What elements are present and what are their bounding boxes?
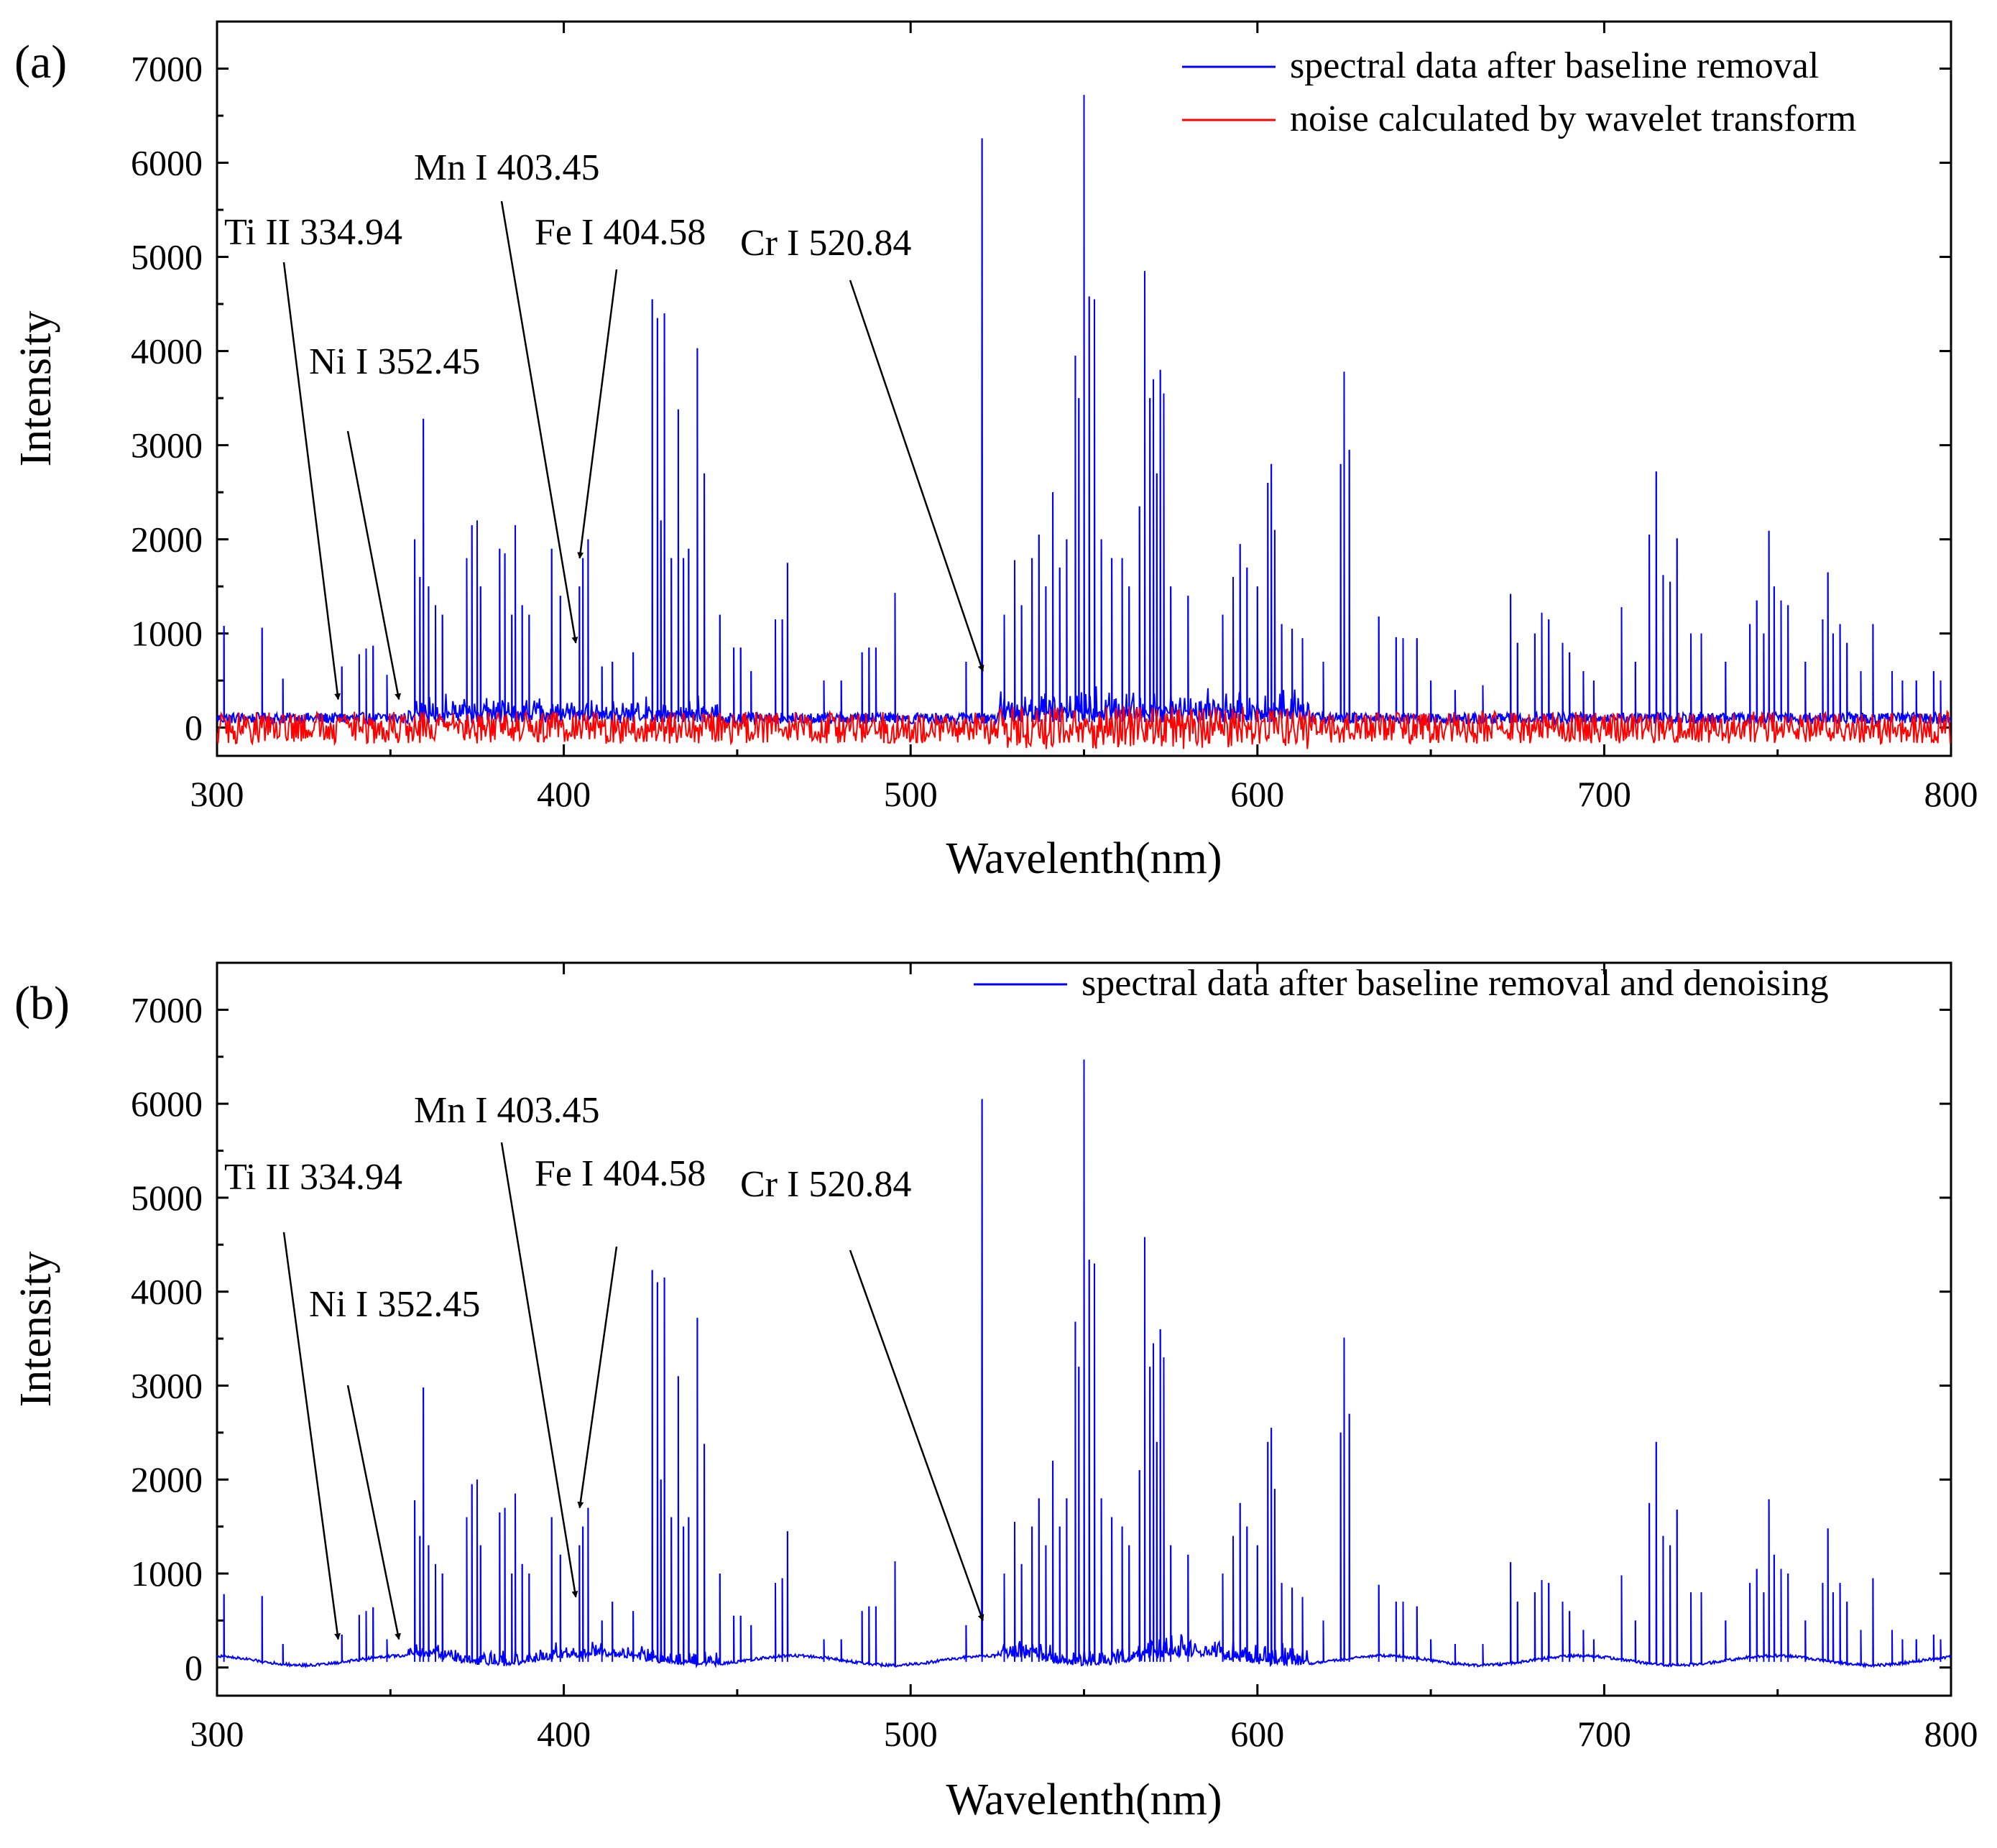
peak-annotation: Fe I 404.58 <box>535 212 706 253</box>
peak-annotation: Cr I 520.84 <box>740 223 911 264</box>
plot-area <box>217 1059 1951 1669</box>
x-tick-label: 500 <box>884 774 938 814</box>
panel-label: (b) <box>14 977 70 1030</box>
y-tick-label: 4000 <box>131 1272 203 1312</box>
peak-annotation: Mn I 403.45 <box>414 147 600 188</box>
y-tick-label: 7000 <box>131 49 203 89</box>
y-tick-label: 0 <box>185 708 203 748</box>
y-tick-label: 4000 <box>131 331 203 371</box>
y-tick-label: 7000 <box>131 989 203 1030</box>
panel-a: 300 400 500 600 700 800 0 1000 2000 3000 4000 5000 6… <box>11 20 1978 883</box>
peak-annotation: Ni I 352.45 <box>309 341 480 382</box>
x-tick-label: 800 <box>1924 774 1978 814</box>
annotation-arrow <box>577 1246 618 1509</box>
annotation-arrow <box>282 262 341 701</box>
x-tick-label: 700 <box>1577 774 1631 814</box>
peak-annotation: Ti II 334.94 <box>224 212 402 253</box>
panel-label: (a) <box>14 36 67 88</box>
annotation-arrow <box>500 200 578 644</box>
y-tick-label: 5000 <box>131 1178 203 1218</box>
y-tick-label: 3000 <box>131 425 203 466</box>
legend-label: noise calculated by wavelet transform <box>1290 98 1856 139</box>
annotation-arrow <box>849 279 984 672</box>
y-tick-label: 2000 <box>131 1459 203 1500</box>
y-tick-label: 1000 <box>131 1553 203 1594</box>
y-tick-label: 3000 <box>131 1365 203 1405</box>
x-tick-label: 400 <box>537 774 591 814</box>
y-axis-title: Intensity <box>11 1252 60 1408</box>
x-tick-label: 500 <box>884 1714 938 1754</box>
peak-annotation: Mn I 403.45 <box>414 1090 600 1131</box>
x-tick-label: 800 <box>1924 1714 1978 1754</box>
series-line-noise <box>217 706 1951 749</box>
annotation-arrow <box>500 1142 578 1598</box>
y-axis-title: Intensity <box>11 311 60 467</box>
y-tick-label: 6000 <box>131 143 203 183</box>
y-tick-label: 5000 <box>131 237 203 277</box>
panel-b: 300 400 500 600 700 800 0 1000 2000 3000 4000 5000 6… <box>11 961 1978 1824</box>
x-tick-label: 700 <box>1577 1714 1631 1754</box>
peak-annotation: Cr I 520.84 <box>740 1164 911 1205</box>
plot-area <box>217 95 1951 749</box>
x-tick-label: 600 <box>1230 774 1284 814</box>
annotation-arrow <box>849 1249 984 1622</box>
annotation-arrow <box>282 1232 341 1640</box>
x-tick-label: 300 <box>190 774 244 814</box>
y-tick-label: 2000 <box>131 519 203 560</box>
y-tick-label: 1000 <box>131 614 203 654</box>
x-tick-label: 400 <box>537 1714 591 1754</box>
x-tick-label: 600 <box>1230 1714 1284 1754</box>
annotation-arrow <box>577 269 618 559</box>
y-tick-label: 6000 <box>131 1084 203 1124</box>
y-tick-label: 0 <box>185 1648 203 1688</box>
annotation-arrow <box>346 1385 401 1640</box>
legend-label: spectral data after baseline removal and… <box>1081 963 1829 1004</box>
x-axis-title: Wavelenth(nm) <box>946 1775 1222 1824</box>
legend-label: spectral data after baseline removal <box>1290 45 1819 86</box>
annotation-arrow <box>346 430 402 701</box>
peak-annotation: Fe I 404.58 <box>535 1153 706 1194</box>
x-tick-label: 300 <box>190 1714 244 1754</box>
peak-annotation: Ni I 352.45 <box>309 1284 480 1325</box>
x-axis-title: Wavelenth(nm) <box>946 834 1222 883</box>
peak-annotation: Ti II 334.94 <box>224 1157 402 1198</box>
